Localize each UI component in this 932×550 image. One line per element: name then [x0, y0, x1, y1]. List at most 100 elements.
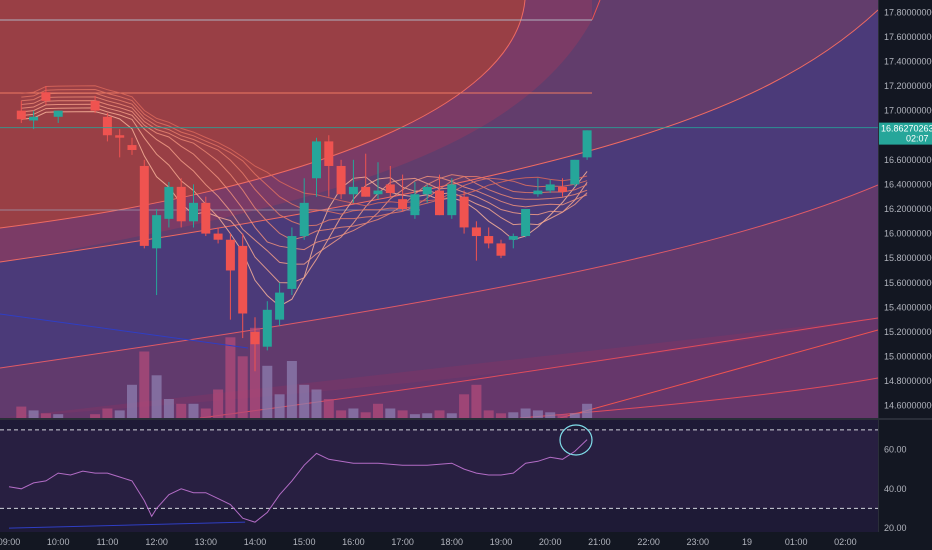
candle-body [16, 110, 26, 120]
candle-body [287, 236, 297, 289]
volume-bar [471, 384, 482, 418]
rsi-tick-label: 60.00 [884, 444, 907, 454]
rsi-trend-line [8, 521, 246, 529]
rsi-band-fill [0, 429, 878, 509]
last-price-badge-background [879, 122, 932, 145]
fan-line-5 [519, 377, 878, 418]
time-tick-label: 09:00 [0, 537, 20, 547]
fan-region-lower [0, 185, 878, 418]
price-tick-label: 17.00000000 [884, 106, 932, 116]
volume-bar [557, 414, 568, 418]
volume-bar [299, 384, 310, 418]
volume-bar [520, 408, 531, 418]
candle-body [176, 186, 186, 222]
price-tick-label: 15.20000000 [884, 327, 932, 337]
candles [16, 86, 592, 372]
candle-body [361, 186, 371, 197]
candle-body [201, 202, 211, 234]
candle-body [558, 186, 567, 192]
volume-bar [53, 414, 64, 418]
volume-bar [422, 413, 433, 418]
candle-body [115, 135, 125, 138]
volume-bar [508, 412, 519, 418]
candle-body [348, 186, 358, 195]
price-tick-label: 15.80000000 [884, 253, 932, 263]
time-tick-label: 16:00 [342, 537, 365, 547]
volume-bar [102, 408, 113, 418]
candle-body [545, 184, 555, 191]
time-tick-label: 20:00 [539, 537, 562, 547]
volume-bar [311, 389, 322, 418]
candle-body [312, 141, 321, 179]
volume-bar [360, 412, 371, 418]
candle-body [385, 184, 395, 194]
price-tick-label: 14.80000000 [884, 376, 932, 386]
volume-bar [286, 361, 297, 418]
fan-line-7 [591, 0, 601, 21]
price-tick-label: 17.20000000 [884, 81, 932, 91]
volume-bar [176, 403, 187, 418]
main-trend-line [0, 313, 249, 349]
rsi-axis[interactable] [879, 420, 932, 532]
candle-body [496, 243, 506, 256]
candle-body [422, 186, 432, 195]
fan-line-2 [0, 9, 878, 263]
rsi-indicator [8, 439, 588, 529]
volume-bar [250, 327, 260, 418]
ma-ribbon-line [21, 100, 588, 251]
candle-body [471, 227, 481, 237]
volume-bar [188, 403, 199, 418]
volume-bar [28, 410, 39, 418]
ma-ribbon [21, 85, 588, 307]
volume-bar [483, 410, 494, 418]
candle-body [250, 331, 260, 345]
volume-bar [237, 356, 248, 418]
price-tick-label: 16.00000000 [884, 229, 932, 239]
candle-body [521, 209, 531, 237]
volume-bar [90, 414, 101, 418]
volume-bar [163, 399, 174, 418]
fan-line-3 [0, 184, 878, 369]
volume-bar [385, 408, 396, 418]
candle-body [447, 184, 457, 216]
time-tick-label: 14:00 [244, 537, 267, 547]
time-tick-label: 10:00 [47, 537, 70, 547]
price-tick-label: 14.60000000 [884, 401, 932, 411]
time-tick-label: 21:00 [588, 537, 611, 547]
time-tick-label: 17:00 [391, 537, 414, 547]
price-tick-label: 15.40000000 [884, 302, 932, 312]
price-tick-label: 17.40000000 [884, 56, 932, 66]
volume-bar [582, 403, 593, 418]
price-tick-label: 17.60000000 [884, 32, 932, 42]
arc-region-red [0, 0, 525, 228]
price-tick-label: 15.60000000 [884, 278, 932, 288]
volume-bar [114, 410, 125, 418]
volume-bar [336, 410, 347, 418]
price-axis-labels: 17.80000000 17.60000000 17.40000000 17.2000… [884, 7, 932, 410]
time-tick-label: 19 [742, 537, 752, 547]
price-axis[interactable] [879, 0, 932, 418]
ma-ribbon-line [21, 103, 588, 265]
volume-bar [446, 413, 457, 418]
volume-bars [16, 327, 593, 418]
ma-ribbon-line [21, 88, 588, 215]
highlight-circle [559, 424, 593, 456]
candle-body [213, 233, 223, 240]
candle-body [582, 130, 592, 158]
volume-bar [139, 351, 150, 418]
fan-line-1 [0, 0, 526, 229]
ma-ribbon-line [21, 92, 588, 227]
time-tick-label: 12:00 [145, 537, 168, 547]
candle-body [435, 190, 444, 216]
volume-bar [373, 403, 383, 418]
volume-bar [200, 408, 211, 418]
rsi-axis-labels: 60.00 40.00 20.00 [884, 444, 907, 533]
candle-body [238, 245, 248, 314]
ma-ribbon-line [21, 111, 588, 307]
volume-bar [532, 410, 543, 418]
volume-bar [127, 384, 137, 418]
time-tick-label: 02:00 [834, 537, 857, 547]
volume-bar [569, 413, 580, 418]
time-axis[interactable] [0, 532, 932, 550]
